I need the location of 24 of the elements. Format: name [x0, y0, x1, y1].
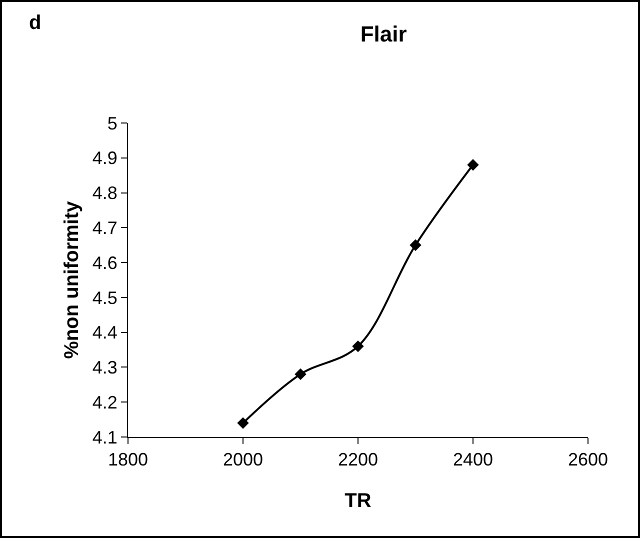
- y-tick-label: 4.9: [92, 148, 118, 168]
- point: [237, 417, 249, 429]
- y-tick-label: 5: [107, 113, 118, 134]
- text: d: [29, 12, 42, 34]
- x-tick-label: 1800: [108, 450, 148, 470]
- y-tick-label: 4.8: [92, 183, 118, 204]
- x-tick-label: 2000: [222, 450, 264, 470]
- chart-title: Flair: [360, 21, 408, 46]
- y-axis-title: %non uniformity: [61, 200, 83, 359]
- y-tick-label: 4.1: [92, 427, 118, 448]
- y-tick-label: 4.5: [92, 288, 118, 308]
- point: [410, 239, 422, 251]
- point: [352, 340, 364, 352]
- point: [294, 368, 306, 380]
- y-tick-label: 4.2: [92, 392, 118, 412]
- y-tick-label: 4.3: [92, 358, 118, 378]
- x-tick-label: 2600: [568, 450, 608, 470]
- x-tick-label: 2200: [338, 450, 378, 470]
- y-tick-label: 4.4: [92, 322, 118, 343]
- y-tick-label: 4.6: [92, 252, 118, 273]
- x-tick-label: 2400: [452, 450, 494, 470]
- point: [467, 159, 479, 171]
- x-axis-title: TR: [344, 490, 372, 512]
- y-tick-label: 4.7: [92, 218, 118, 238]
